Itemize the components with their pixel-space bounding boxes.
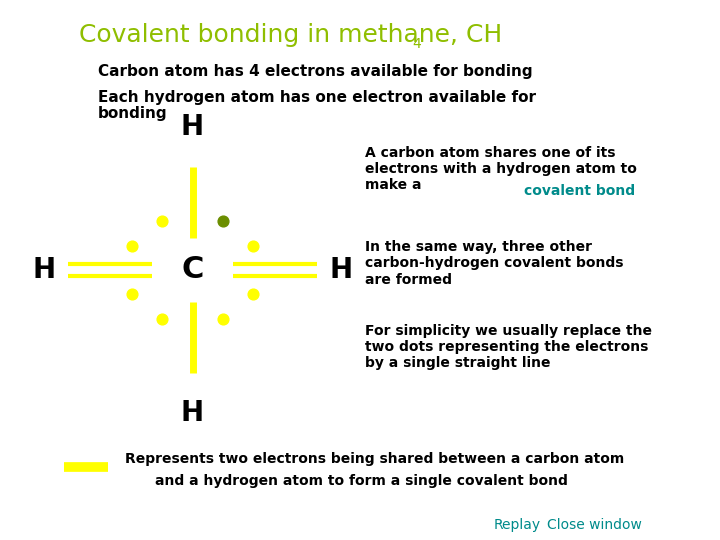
Text: Replay: Replay	[493, 518, 540, 532]
Text: Represents two electrons being shared between a carbon atom: Represents two electrons being shared be…	[125, 452, 624, 466]
Text: H: H	[330, 256, 353, 284]
Text: covalent bond: covalent bond	[523, 184, 634, 198]
Text: Covalent bonding in methane, CH: Covalent bonding in methane, CH	[79, 23, 502, 47]
Text: bonding: bonding	[98, 106, 168, 121]
Point	[217, 314, 229, 323]
Text: Close window: Close window	[547, 518, 642, 532]
Text: Carbon atom has 4 electrons available for bonding: Carbon atom has 4 electrons available fo…	[98, 64, 533, 79]
Text: C: C	[181, 255, 204, 285]
Point	[126, 290, 138, 299]
Point	[248, 290, 259, 299]
Text: and a hydrogen atom to form a single covalent bond: and a hydrogen atom to form a single cov…	[156, 474, 568, 488]
Text: H: H	[181, 113, 204, 141]
Point	[126, 241, 138, 250]
Point	[156, 217, 168, 226]
Text: For simplicity we usually replace the
two dots representing the electrons
by a s: For simplicity we usually replace the tw…	[365, 324, 652, 370]
Point	[156, 314, 168, 323]
Text: In the same way, three other
carbon-hydrogen covalent bonds
are formed: In the same way, three other carbon-hydr…	[365, 240, 624, 287]
Text: A carbon atom shares one of its
electrons with a hydrogen atom to
make a: A carbon atom shares one of its electron…	[365, 146, 636, 192]
Point	[217, 217, 229, 226]
Point	[248, 241, 259, 250]
Text: 4: 4	[413, 37, 421, 51]
Text: H: H	[32, 256, 55, 284]
Text: H: H	[181, 399, 204, 427]
Text: Each hydrogen atom has one electron available for: Each hydrogen atom has one electron avai…	[98, 90, 536, 105]
